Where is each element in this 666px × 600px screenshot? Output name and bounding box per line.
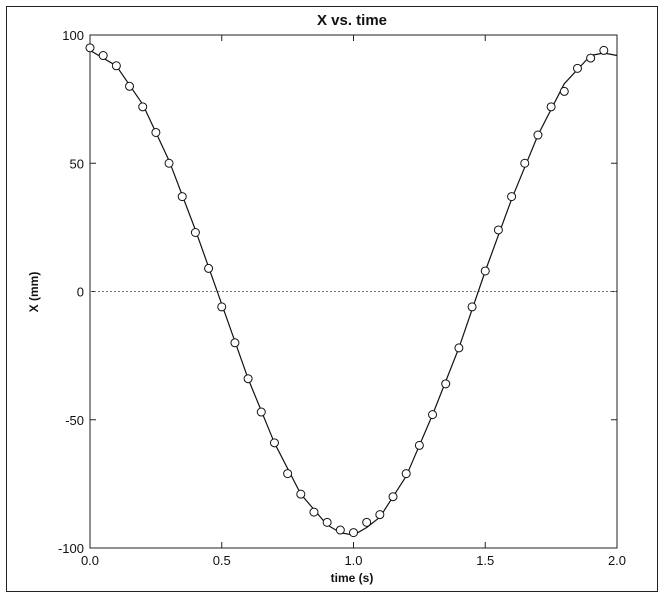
- data-point: [507, 192, 517, 202]
- data-point: [125, 81, 135, 91]
- data-point: [599, 45, 609, 55]
- data-point: [230, 338, 240, 348]
- data-point: [362, 517, 372, 527]
- data-point: [296, 489, 306, 499]
- data-point: [256, 407, 266, 417]
- data-point: [111, 61, 121, 71]
- data-point: [559, 86, 569, 96]
- data-point: [243, 374, 253, 384]
- x-tick-label: 0.5: [213, 553, 231, 568]
- data-point: [454, 343, 464, 353]
- data-point: [269, 438, 279, 448]
- data-point: [85, 43, 95, 53]
- data-point: [309, 507, 319, 517]
- data-point: [98, 51, 108, 61]
- plot-border: [89, 34, 618, 549]
- data-point: [388, 492, 398, 502]
- data-point: [572, 63, 582, 73]
- chart-title: X vs. time: [317, 12, 387, 29]
- data-point: [520, 158, 530, 168]
- x-axis-label: time (s): [331, 571, 374, 585]
- data-point: [190, 228, 200, 238]
- y-tick-label: 0: [77, 285, 84, 300]
- y-tick-label: 50: [70, 156, 84, 171]
- data-point: [546, 102, 556, 112]
- data-point: [414, 440, 424, 450]
- data-point: [177, 192, 187, 202]
- data-point: [322, 517, 332, 527]
- data-point: [164, 158, 174, 168]
- data-point: [533, 130, 543, 140]
- data-point: [467, 302, 477, 312]
- data-point: [428, 410, 438, 420]
- x-tick-label: 0.0: [81, 553, 99, 568]
- data-point: [335, 525, 345, 535]
- fit-curve: [89, 49, 618, 536]
- data-point: [204, 263, 214, 273]
- y-tick-label: -50: [65, 413, 84, 428]
- data-point: [480, 266, 490, 276]
- data-point: [441, 379, 451, 389]
- y-tick-label: -100: [58, 541, 84, 556]
- y-axis-label: X (mm): [27, 272, 41, 313]
- x-tick-label: 1.5: [476, 553, 494, 568]
- data-point: [138, 102, 148, 112]
- data-point: [493, 225, 503, 235]
- y-tick-label: 100: [62, 28, 84, 43]
- data-point: [401, 469, 411, 479]
- data-point: [151, 127, 161, 137]
- x-tick-label: 2.0: [608, 553, 626, 568]
- data-point: [586, 53, 596, 63]
- data-point: [217, 302, 227, 312]
- data-point: [349, 528, 358, 538]
- x-tick-label: 1.0: [344, 553, 362, 568]
- data-point: [375, 510, 385, 520]
- data-point: [283, 469, 293, 479]
